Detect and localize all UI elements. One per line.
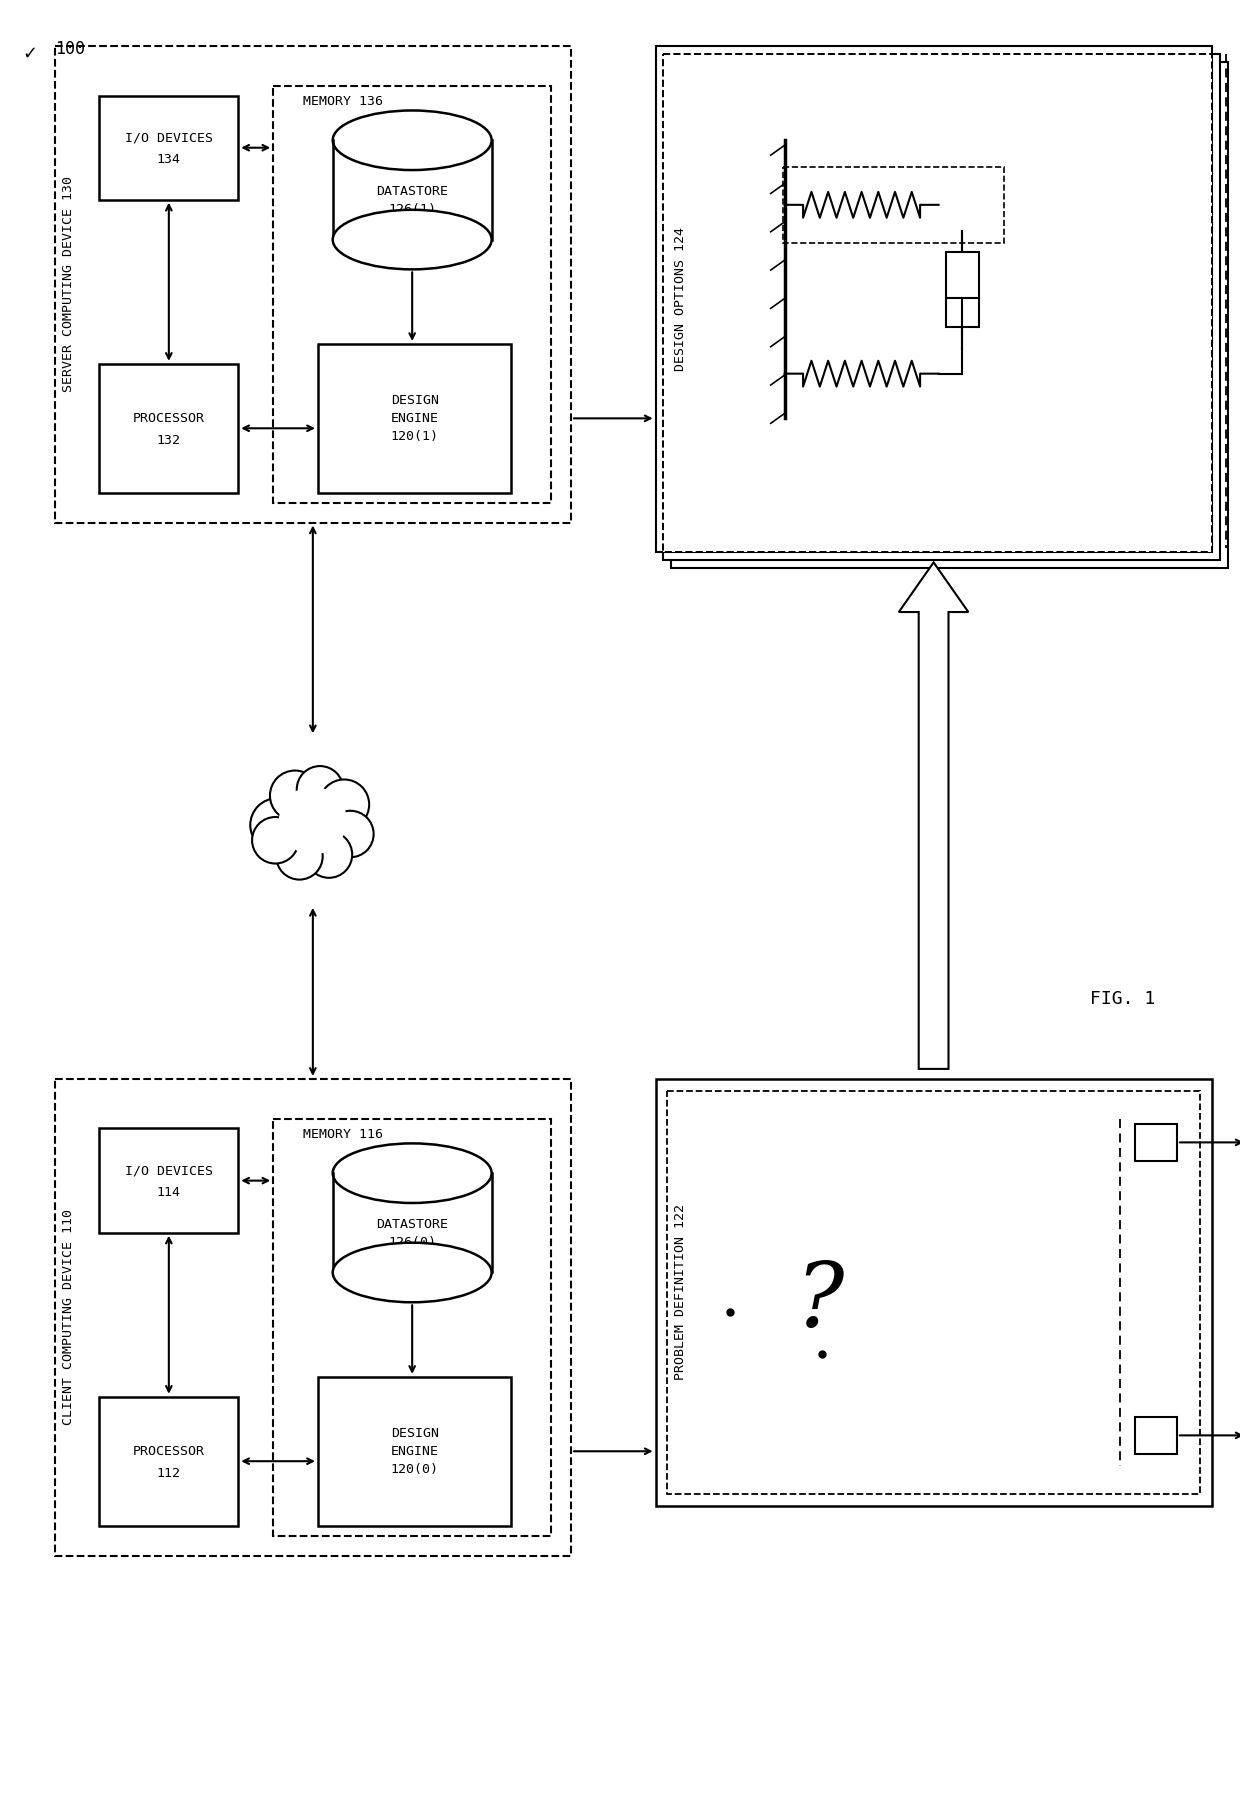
- Bar: [99, 1128, 238, 1233]
- Ellipse shape: [332, 1144, 491, 1202]
- Bar: [656, 1079, 1211, 1505]
- Text: ?: ?: [795, 1258, 843, 1346]
- Text: PROBLEM DEFINITION 122: PROBLEM DEFINITION 122: [673, 1204, 687, 1380]
- Text: ENGINE: ENGINE: [391, 412, 439, 425]
- Circle shape: [277, 834, 322, 879]
- Bar: [55, 1079, 572, 1556]
- Circle shape: [250, 799, 304, 852]
- Polygon shape: [899, 563, 968, 1070]
- Ellipse shape: [332, 1242, 491, 1302]
- Text: I/O DEVICES: I/O DEVICES: [125, 1164, 213, 1177]
- Bar: [317, 1377, 511, 1525]
- Bar: [939, 176, 986, 231]
- Bar: [663, 54, 1211, 552]
- Bar: [332, 1173, 491, 1273]
- Text: SERVER COMPUTING DEVICE 130: SERVER COMPUTING DEVICE 130: [62, 176, 76, 392]
- Text: 126(0): 126(0): [388, 1237, 436, 1249]
- Text: CLIENT COMPUTING DEVICE 110: CLIENT COMPUTING DEVICE 110: [62, 1209, 76, 1426]
- Text: 114: 114: [156, 1186, 181, 1199]
- Text: DESIGN: DESIGN: [391, 394, 439, 407]
- Bar: [99, 1397, 238, 1525]
- Circle shape: [252, 817, 299, 863]
- Bar: [317, 343, 511, 492]
- Bar: [99, 363, 238, 492]
- Text: DATASTORE: DATASTORE: [376, 1219, 448, 1231]
- Circle shape: [296, 766, 343, 812]
- Bar: [946, 252, 980, 327]
- Text: 120(0): 120(0): [391, 1462, 439, 1476]
- Bar: [663, 54, 1220, 561]
- Bar: [1135, 1416, 1177, 1455]
- Bar: [99, 96, 238, 200]
- Text: PROCESSOR: PROCESSOR: [133, 412, 205, 425]
- Text: ✓: ✓: [22, 45, 37, 64]
- Text: DESIGN OPTIONS 124: DESIGN OPTIONS 124: [673, 227, 687, 370]
- Ellipse shape: [332, 111, 491, 171]
- Circle shape: [327, 810, 373, 857]
- Bar: [273, 85, 552, 503]
- Text: PROCESSOR: PROCESSOR: [133, 1446, 205, 1458]
- Bar: [55, 45, 572, 523]
- Bar: [671, 62, 1228, 568]
- Bar: [332, 140, 491, 240]
- Text: 126(1): 126(1): [388, 203, 436, 216]
- Text: I/O DEVICES: I/O DEVICES: [125, 131, 213, 143]
- Text: DESIGN: DESIGN: [391, 1427, 439, 1440]
- Text: ENGINE: ENGINE: [391, 1446, 439, 1458]
- Text: 132: 132: [156, 434, 181, 447]
- Circle shape: [306, 832, 352, 877]
- Circle shape: [279, 786, 347, 855]
- Text: 134: 134: [156, 153, 181, 165]
- Bar: [1135, 1124, 1177, 1160]
- Text: 112: 112: [156, 1467, 181, 1480]
- Text: 150: 150: [315, 821, 340, 835]
- Text: FIG. 1: FIG. 1: [1090, 990, 1154, 1008]
- Bar: [273, 1119, 552, 1536]
- Ellipse shape: [332, 211, 491, 269]
- Text: 100: 100: [55, 40, 84, 58]
- Text: MEMORY 116: MEMORY 116: [303, 1128, 383, 1140]
- Bar: [667, 1091, 1200, 1495]
- Circle shape: [319, 779, 370, 830]
- Text: MEMORY 136: MEMORY 136: [303, 94, 383, 107]
- Text: DATASTORE: DATASTORE: [376, 185, 448, 198]
- Bar: [656, 45, 1211, 552]
- Circle shape: [270, 770, 320, 821]
- Bar: [782, 167, 1004, 243]
- Text: 120(1): 120(1): [391, 430, 439, 443]
